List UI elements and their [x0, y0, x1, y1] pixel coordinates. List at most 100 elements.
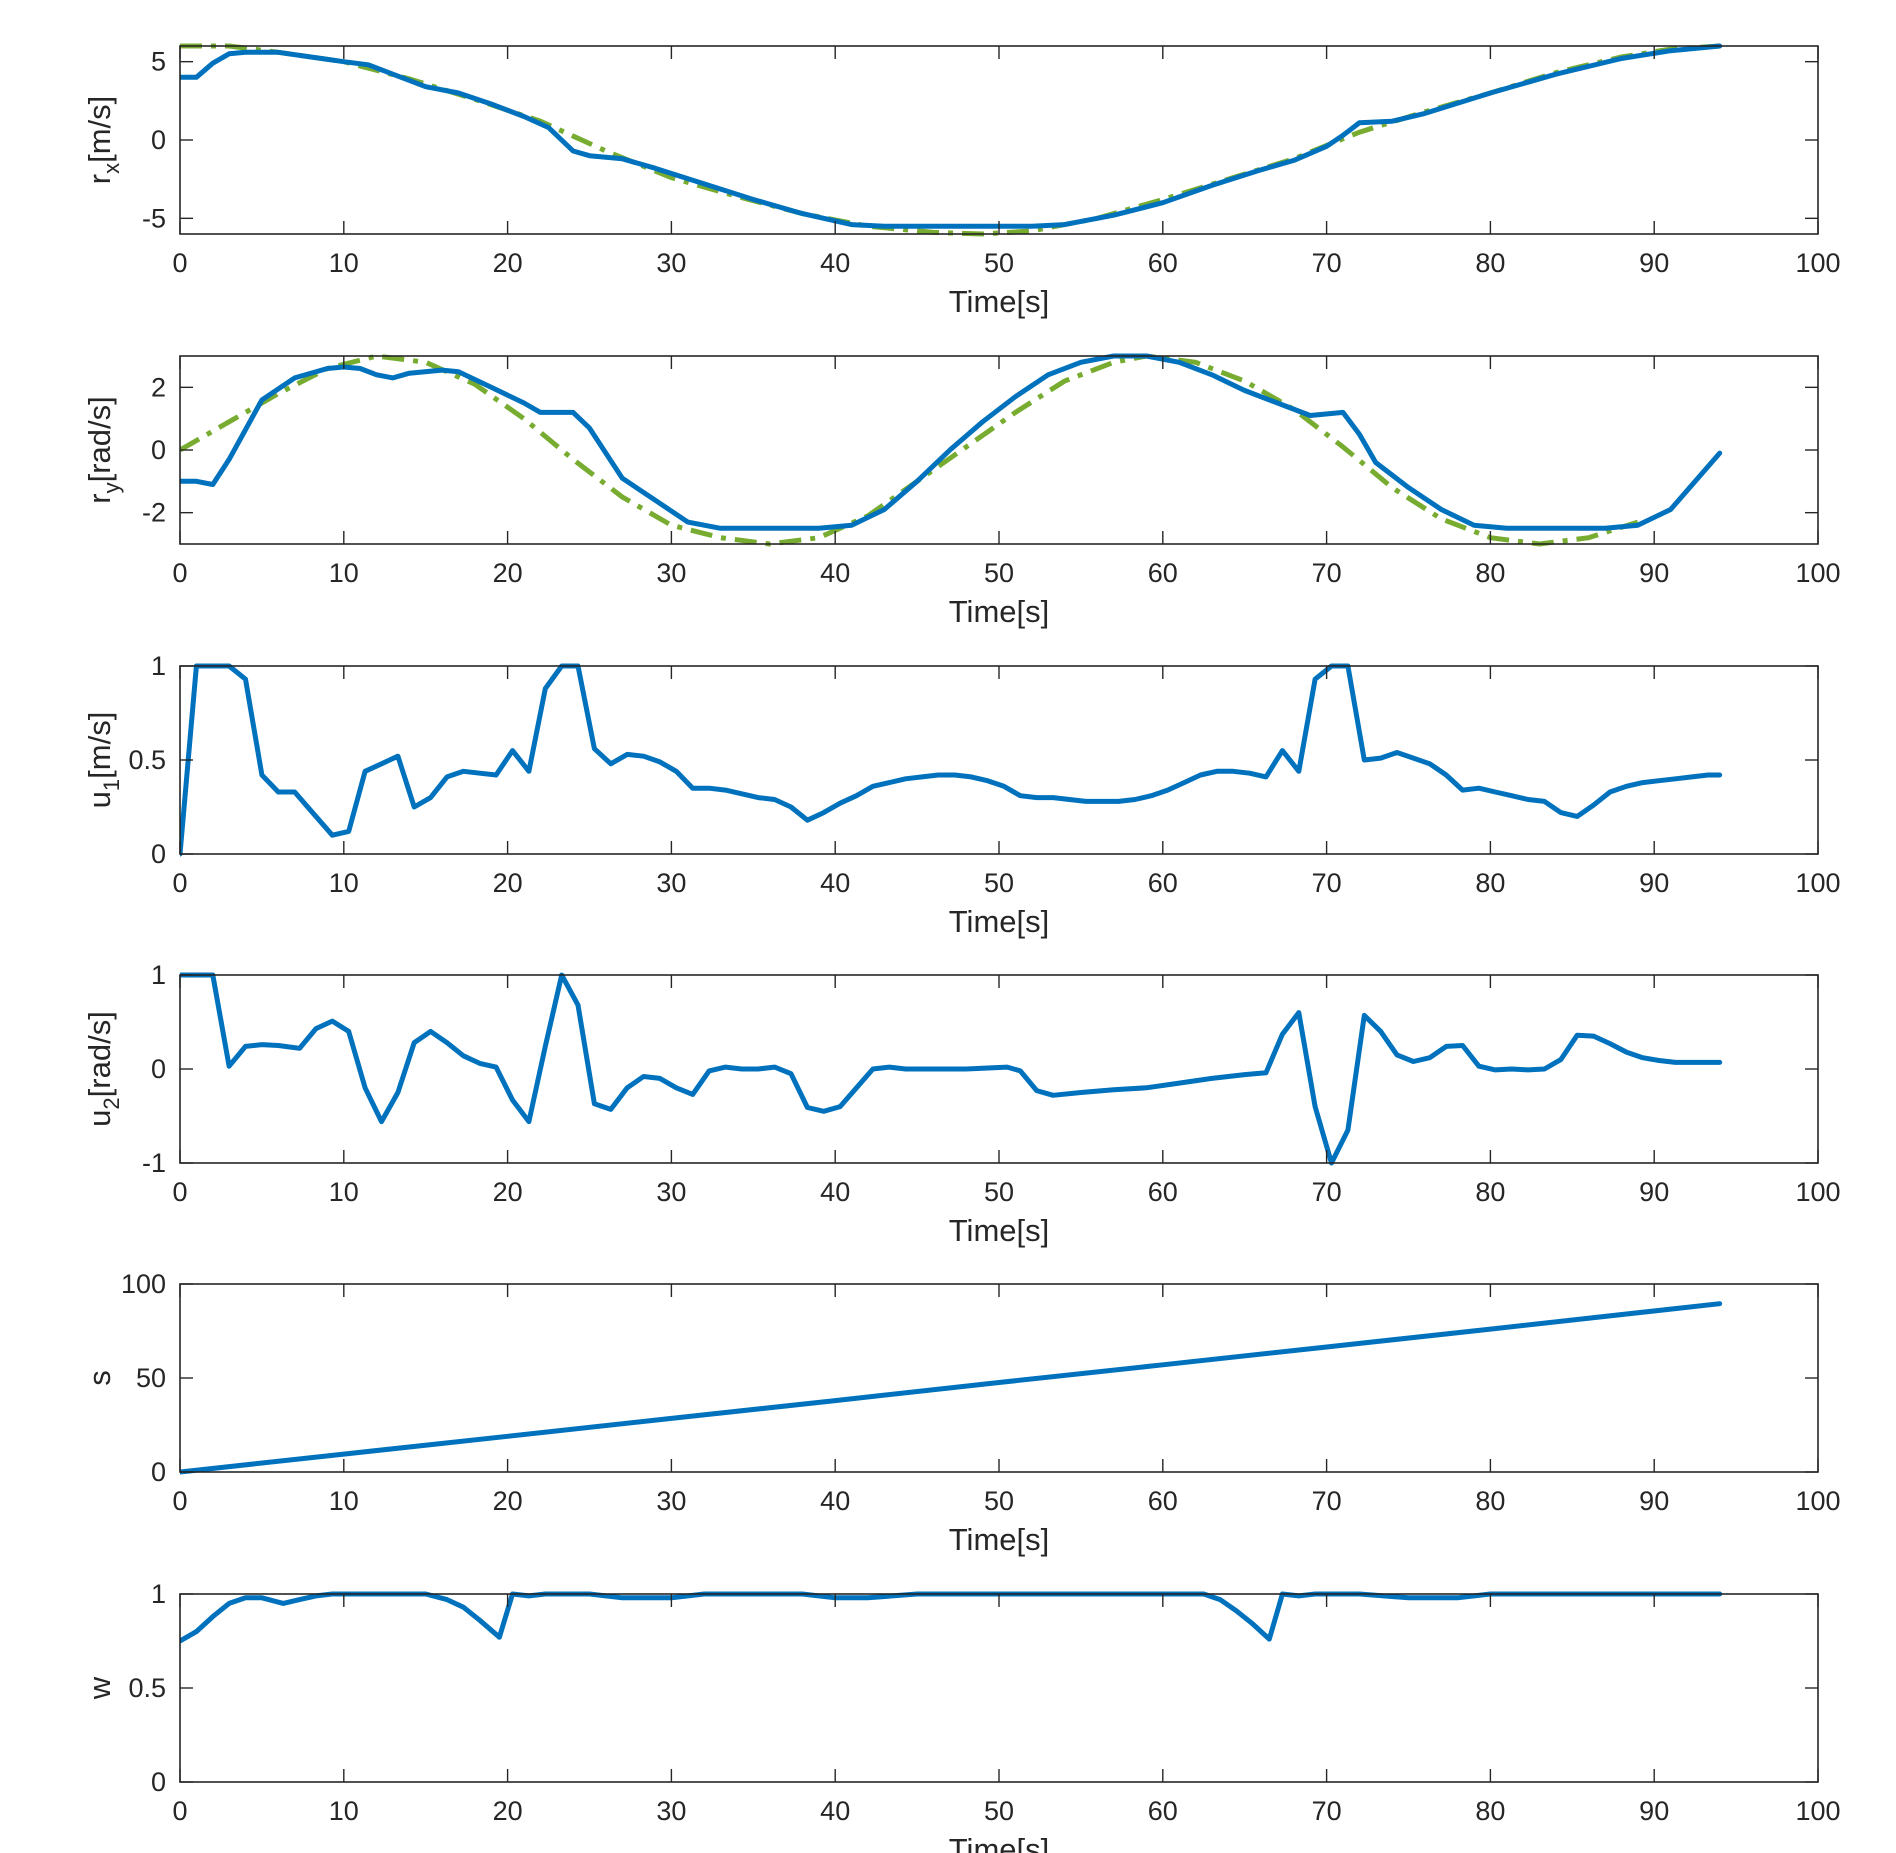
- x-tick-label: 80: [1475, 868, 1505, 898]
- x-tick-label: 10: [329, 248, 359, 278]
- x-tick-label: 40: [820, 1486, 850, 1516]
- x-tick-label: 80: [1475, 558, 1505, 588]
- y-tick-label: 0: [151, 1767, 166, 1797]
- x-tick-label: 0: [172, 1796, 187, 1826]
- x-tick-label: 30: [656, 248, 686, 278]
- x-tick-label: 0: [172, 248, 187, 278]
- y-axis-label: rx[m/s]: [82, 96, 124, 185]
- x-tick-label: 60: [1148, 1486, 1178, 1516]
- x-tick-label: 90: [1639, 1177, 1669, 1207]
- series-group: [180, 353, 1723, 547]
- subplot-6: 0 10 20 30 40 50 60 70 80 90 100 0 0.5 1 Time[s] w: [82, 1579, 1841, 1853]
- x-tick-label: 50: [984, 558, 1014, 588]
- x-tick-label: 100: [1795, 248, 1840, 278]
- x-tick-label: 90: [1639, 248, 1669, 278]
- y-tick-label: 0: [151, 435, 166, 465]
- subplot-4: 0 10 20 30 40 50 60 70 80 90 100-101Time[s]u2[rad/…: [82, 960, 1841, 1248]
- x-tick-label: 90: [1639, 868, 1669, 898]
- x-tick-label: 50: [984, 868, 1014, 898]
- x-tick-label: 20: [493, 1177, 523, 1207]
- x-tick-label: 100: [1795, 1177, 1840, 1207]
- x-tick-label: 70: [1312, 1796, 1342, 1826]
- series-group: [180, 663, 1723, 857]
- y-tick-label: 0: [151, 839, 166, 869]
- x-tick-label: 60: [1148, 1796, 1178, 1826]
- x-tick-label: 100: [1795, 1796, 1840, 1826]
- y-tick-label: 100: [121, 1269, 166, 1299]
- actual-line: [180, 663, 1723, 857]
- subplot-2: 0 10 20 30 40 50 60 70 80 90 100-202Time[s]ry[rad/…: [82, 353, 1841, 629]
- y-tick-label: 2: [151, 372, 166, 402]
- x-tick-label: 20: [493, 558, 523, 588]
- x-tick-label: 20: [493, 1796, 523, 1826]
- x-tick-label: 80: [1475, 1486, 1505, 1516]
- x-tick-label: 30: [656, 1177, 686, 1207]
- x-axis-label: Time[s]: [949, 1213, 1049, 1248]
- x-axis-label: Time[s]: [949, 904, 1049, 939]
- y-axis-label: w: [82, 1676, 117, 1700]
- x-tick-label: 100: [1795, 1486, 1840, 1516]
- x-tick-label: 0: [172, 558, 187, 588]
- actual-line: [180, 43, 1723, 229]
- x-axis-label: Time[s]: [949, 1522, 1049, 1557]
- x-tick-label: 90: [1639, 1796, 1669, 1826]
- x-tick-label: 10: [329, 558, 359, 588]
- x-tick-label: 40: [820, 868, 850, 898]
- y-tick-label: -1: [142, 1148, 166, 1178]
- x-tick-label: 10: [329, 1486, 359, 1516]
- y-tick-label: 1: [151, 960, 166, 990]
- x-tick-label: 30: [656, 868, 686, 898]
- x-tick-label: 100: [1795, 868, 1840, 898]
- x-tick-label: 70: [1312, 248, 1342, 278]
- y-tick-label: 0: [151, 1457, 166, 1487]
- subplot-5: 0 10 20 30 40 50 60 70 80 90 100 0 50 100 Time[s] s: [82, 1269, 1841, 1557]
- x-tick-label: 50: [984, 248, 1014, 278]
- series-group: [180, 972, 1723, 1166]
- y-tick-label: -2: [142, 498, 166, 528]
- x-tick-label: 40: [820, 1796, 850, 1826]
- x-tick-label: 50: [984, 1177, 1014, 1207]
- actual-line: [180, 972, 1723, 1166]
- x-tick-label: 70: [1312, 1177, 1342, 1207]
- y-tick-label: 1: [151, 1579, 166, 1609]
- y-tick-label: 0: [151, 1054, 166, 1084]
- y-axis-label: u1[m/s]: [82, 712, 124, 809]
- x-tick-label: 10: [329, 868, 359, 898]
- x-tick-label: 40: [820, 1177, 850, 1207]
- x-tick-label: 90: [1639, 558, 1669, 588]
- x-tick-label: 80: [1475, 1177, 1505, 1207]
- subplot-3: 0 10 20 30 40 50 60 70 80 90 100 0 0.5 1 Time[s] u1[m/s…: [82, 651, 1841, 939]
- y-tick-label: 50: [136, 1363, 166, 1393]
- x-tick-label: 30: [656, 1796, 686, 1826]
- x-tick-label: 70: [1312, 558, 1342, 588]
- x-tick-label: 10: [329, 1177, 359, 1207]
- x-tick-label: 70: [1312, 868, 1342, 898]
- x-tick-label: 70: [1312, 1486, 1342, 1516]
- x-tick-label: 40: [820, 248, 850, 278]
- x-tick-label: 90: [1639, 1486, 1669, 1516]
- x-tick-label: 20: [493, 248, 523, 278]
- x-tick-label: 60: [1148, 868, 1178, 898]
- y-tick-label: 0.5: [128, 745, 166, 775]
- y-tick-label: 5: [151, 47, 166, 77]
- x-tick-label: 0: [172, 1177, 187, 1207]
- x-tick-label: 80: [1475, 1796, 1505, 1826]
- x-tick-label: 0: [172, 1486, 187, 1516]
- y-axis-label: ry[rad/s]: [82, 396, 124, 503]
- x-tick-label: 50: [984, 1486, 1014, 1516]
- x-tick-label: 60: [1148, 558, 1178, 588]
- x-tick-label: 60: [1148, 1177, 1178, 1207]
- x-tick-label: 50: [984, 1796, 1014, 1826]
- x-tick-label: 30: [656, 1486, 686, 1516]
- y-axis-label: s: [82, 1370, 117, 1386]
- x-tick-label: 20: [493, 1486, 523, 1516]
- x-tick-label: 10: [329, 1796, 359, 1826]
- series-group: [180, 1301, 1723, 1475]
- x-tick-label: 20: [493, 868, 523, 898]
- y-axis-label: u2[rad/s]: [82, 1011, 124, 1127]
- x-axis-label: Time[s]: [949, 1832, 1049, 1853]
- x-tick-label: 0: [172, 868, 187, 898]
- y-tick-label: -5: [142, 203, 166, 233]
